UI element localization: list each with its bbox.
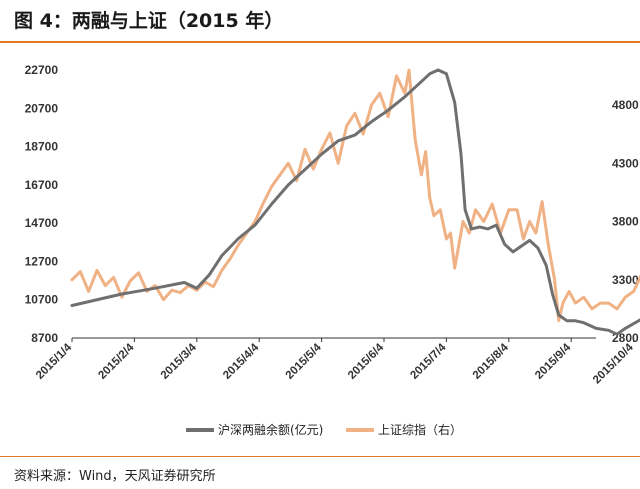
x-tick-label: 2015/7/4 bbox=[408, 341, 449, 382]
title-divider bbox=[0, 41, 640, 43]
source-note: 资料来源：Wind，天风证券研究所 bbox=[14, 469, 216, 484]
right-tick-label: 4300 bbox=[612, 156, 639, 170]
x-tick-label: 2015/2/4 bbox=[96, 341, 137, 382]
legend: 沪深两融余额(亿元) 上证综指（右） bbox=[186, 422, 462, 437]
source-divider bbox=[0, 456, 640, 457]
title-bar: 图 4：两融与上证（2015 年） bbox=[0, 0, 640, 44]
left-axis-ticks: 22700 20700 18700 16700 14700 12700 10700 8700 bbox=[25, 63, 59, 345]
legend-label-index: 上证综指（右） bbox=[378, 422, 462, 437]
series-line-margin-balance bbox=[70, 68, 640, 336]
series-layer bbox=[70, 68, 640, 336]
x-tick-label: 2015/10/4 bbox=[591, 341, 636, 386]
left-tick-label: 18700 bbox=[25, 140, 59, 154]
x-tick-label: 2015/8/4 bbox=[471, 341, 512, 382]
x-tick-label: 2015/9/4 bbox=[533, 341, 574, 382]
right-tick-label: 4800 bbox=[612, 98, 639, 112]
left-tick-label: 14700 bbox=[25, 216, 59, 230]
line-chart: 227002070018700167001470012700107008700 … bbox=[25, 63, 640, 437]
left-tick-label: 12700 bbox=[25, 254, 59, 268]
right-tick-label: 3300 bbox=[612, 273, 639, 287]
left-tick-label: 20700 bbox=[25, 101, 59, 115]
left-tick-label: 22700 bbox=[25, 63, 59, 77]
figure-title: 图 4：两融与上证（2015 年） bbox=[14, 10, 284, 32]
x-tick-label: 2015/6/4 bbox=[346, 341, 387, 382]
legend-label-margin: 沪深两融余额(亿元) bbox=[218, 422, 323, 437]
left-tick-label: 10700 bbox=[25, 293, 59, 307]
left-tick-label: 8700 bbox=[31, 331, 58, 345]
right-tick-label: 3800 bbox=[612, 215, 639, 229]
x-tick-label: 2015/1/4 bbox=[34, 341, 75, 382]
x-tick-label: 2015/3/4 bbox=[159, 341, 200, 382]
x-tick-label: 2015/4/4 bbox=[221, 341, 262, 382]
series-line-shanghai-index bbox=[70, 68, 640, 322]
x-tick-label: 2015/5/4 bbox=[284, 341, 325, 382]
left-tick-label: 16700 bbox=[25, 178, 59, 192]
x-axis-ticks: 2015/1/4 2015/2/4 2015/3/4 2015/4/4 2015/5/4… bbox=[34, 338, 636, 386]
